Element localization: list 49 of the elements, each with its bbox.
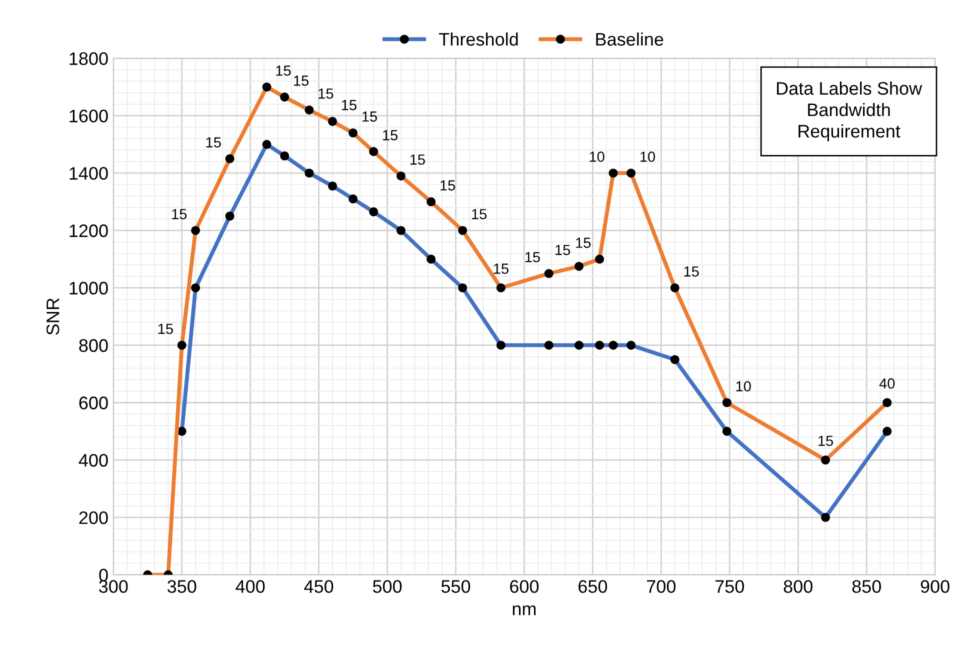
y-tick-label: 1800 xyxy=(70,52,108,66)
y-tick-label: 1400 xyxy=(70,167,108,180)
y-tick-label: 1000 xyxy=(70,282,108,295)
annotation: 40 xyxy=(879,378,895,389)
annotation: Data Labels Show Bandwidth Requirement xyxy=(776,82,922,142)
annotation: 15 xyxy=(362,112,377,122)
x-tick-label: 750 xyxy=(716,580,744,593)
x-tick-label: 850 xyxy=(852,580,881,593)
annotation: 10 xyxy=(640,152,656,162)
annotation: 15 xyxy=(494,264,508,274)
legend-label: Threshold xyxy=(439,32,518,46)
x-tick-label: 350 xyxy=(167,580,196,593)
x-tick-label: 400 xyxy=(236,580,265,593)
annotation: 15 xyxy=(342,100,356,110)
annotation: 15 xyxy=(294,76,309,86)
annotation: 15 xyxy=(818,436,833,446)
x-tick-label: 300 xyxy=(99,580,128,593)
y-tick-label: 400 xyxy=(78,454,108,467)
y-tick-label: 1600 xyxy=(70,110,108,122)
x-tick-label: 900 xyxy=(920,580,950,593)
annotation: 15 xyxy=(158,324,173,334)
x-tick-label: 650 xyxy=(578,580,608,593)
annotation: 15 xyxy=(318,88,334,99)
x-tick-label: 450 xyxy=(304,580,334,593)
x-axis-title: nm xyxy=(512,605,536,616)
annotation: 15 xyxy=(576,238,591,248)
y-tick-label: 1200 xyxy=(70,224,108,238)
annotation: 15 xyxy=(172,209,187,220)
annotation: 15 xyxy=(410,154,425,165)
legend-label: Baseline xyxy=(596,32,664,46)
y-tick-label: 600 xyxy=(79,396,108,410)
x-tick-label: 550 xyxy=(441,580,470,593)
annotation: 15 xyxy=(440,180,456,191)
x-tick-label: 800 xyxy=(784,580,812,593)
annotation: 15 xyxy=(383,130,398,140)
y-tick-label: 200 xyxy=(79,511,108,524)
x-tick-label: 600 xyxy=(510,580,539,593)
annotation: 15 xyxy=(556,244,570,256)
annotation: 15 xyxy=(472,209,487,220)
y-tick-label: 800 xyxy=(79,339,108,352)
annotation: 10 xyxy=(590,152,604,162)
annotation: 15 xyxy=(525,252,540,262)
annotation: 10 xyxy=(736,381,751,392)
x-tick-label: 500 xyxy=(372,580,402,593)
annotation: 15 xyxy=(276,66,291,76)
y-axis-title: SNR xyxy=(46,298,60,335)
annotation: 15 xyxy=(206,137,221,148)
annotation: 15 xyxy=(684,266,699,277)
x-tick-label: 700 xyxy=(647,580,676,593)
